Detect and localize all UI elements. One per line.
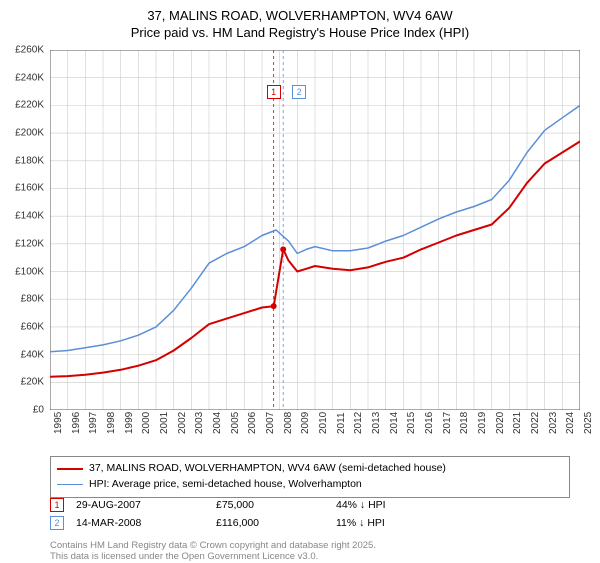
y-tick-label: £220K xyxy=(15,100,44,111)
title-line-2: Price paid vs. HM Land Registry's House … xyxy=(0,25,600,42)
annotation-date: 29-AUG-2007 xyxy=(76,499,216,511)
x-tick-label: 2023 xyxy=(548,412,559,434)
x-tick-label: 2014 xyxy=(389,412,400,434)
x-tick-label: 2003 xyxy=(194,412,205,434)
x-tick-label: 2004 xyxy=(212,412,223,434)
annotation-date: 14-MAR-2008 xyxy=(76,517,216,529)
x-tick-label: 2012 xyxy=(353,412,364,434)
x-axis: 1995 1996 1997 1998 1999 2000 2001 2002 2003 2004… xyxy=(50,412,580,452)
y-tick-label: £180K xyxy=(15,155,44,166)
annotation-delta: 11% ↓ HPI xyxy=(336,517,385,529)
x-tick-label: 2001 xyxy=(159,412,170,434)
x-tick-label: 2016 xyxy=(424,412,435,434)
y-tick-label: £140K xyxy=(15,211,44,222)
x-tick-label: 2015 xyxy=(406,412,417,434)
chart-marker-2: 2 xyxy=(292,85,306,99)
legend-swatch xyxy=(57,468,83,470)
annotation-price: £75,000 xyxy=(216,499,336,511)
y-tick-label: £260K xyxy=(15,45,44,56)
y-tick-label: £240K xyxy=(15,72,44,83)
x-tick-label: 1998 xyxy=(106,412,117,434)
legend: 37, MALINS ROAD, WOLVERHAMPTON, WV4 6AW … xyxy=(50,456,570,498)
y-tick-label: £40K xyxy=(21,349,44,360)
y-tick-label: £120K xyxy=(15,238,44,249)
x-tick-label: 2019 xyxy=(477,412,488,434)
annotation-marker: 2 xyxy=(50,516,64,530)
legend-item: HPI: Average price, semi-detached house,… xyxy=(57,477,563,493)
annotations-table: 1 29-AUG-2007£75,00044% ↓ HPI 2 14-MAR-2008… xyxy=(50,498,570,534)
chart-container: 37, MALINS ROAD, WOLVERHAMPTON, WV4 6AW … xyxy=(0,0,600,560)
x-tick-label: 1999 xyxy=(124,412,135,434)
x-tick-label: 2005 xyxy=(230,412,241,434)
title-line-1: 37, MALINS ROAD, WOLVERHAMPTON, WV4 6AW xyxy=(0,8,600,25)
x-tick-label: 2018 xyxy=(459,412,470,434)
x-tick-label: 2013 xyxy=(371,412,382,434)
annotation-marker: 1 xyxy=(50,498,64,512)
x-tick-label: 2007 xyxy=(265,412,276,434)
chart-marker-1: 1 xyxy=(267,85,281,99)
y-tick-label: £100K xyxy=(15,266,44,277)
annotation-price: £116,000 xyxy=(216,517,336,529)
x-tick-label: 2002 xyxy=(177,412,188,434)
plot-area: 12 xyxy=(50,50,580,410)
x-tick-label: 2011 xyxy=(336,412,347,434)
legend-label: 37, MALINS ROAD, WOLVERHAMPTON, WV4 6AW … xyxy=(89,461,446,477)
x-tick-label: 2008 xyxy=(283,412,294,434)
copyright-line-1: Contains HM Land Registry data © Crown c… xyxy=(50,540,376,551)
annotation-delta: 44% ↓ HPI xyxy=(336,499,386,511)
x-tick-label: 2000 xyxy=(141,412,152,434)
legend-swatch xyxy=(57,484,83,486)
x-tick-label: 2025 xyxy=(583,412,594,434)
x-tick-label: 2020 xyxy=(495,412,506,434)
x-tick-label: 2021 xyxy=(512,412,523,434)
annotation-row: 1 29-AUG-2007£75,00044% ↓ HPI xyxy=(50,498,570,512)
y-tick-label: £200K xyxy=(15,128,44,139)
x-tick-label: 2009 xyxy=(300,412,311,434)
x-tick-label: 1997 xyxy=(88,412,99,434)
legend-label: HPI: Average price, semi-detached house,… xyxy=(89,477,362,493)
x-tick-label: 2010 xyxy=(318,412,329,434)
x-tick-label: 1996 xyxy=(71,412,82,434)
copyright-line-2: This data is licensed under the Open Gov… xyxy=(50,551,376,562)
y-tick-label: £80K xyxy=(21,294,44,305)
x-tick-label: 2006 xyxy=(247,412,258,434)
chart-svg xyxy=(50,50,580,410)
x-tick-label: 2022 xyxy=(530,412,541,434)
annotation-row: 2 14-MAR-2008£116,00011% ↓ HPI xyxy=(50,516,570,530)
y-tick-label: £0 xyxy=(33,405,44,416)
y-tick-label: £160K xyxy=(15,183,44,194)
x-tick-label: 2017 xyxy=(442,412,453,434)
y-tick-label: £20K xyxy=(21,377,44,388)
y-tick-label: £60K xyxy=(21,321,44,332)
x-tick-label: 2024 xyxy=(565,412,576,434)
x-tick-label: 1995 xyxy=(53,412,64,434)
chart-title-block: 37, MALINS ROAD, WOLVERHAMPTON, WV4 6AW … xyxy=(0,0,600,46)
copyright: Contains HM Land Registry data © Crown c… xyxy=(50,540,376,563)
y-axis: £0£20K£40K£60K£80K£100K£120K£140K£160K£1… xyxy=(0,50,48,410)
legend-item: 37, MALINS ROAD, WOLVERHAMPTON, WV4 6AW … xyxy=(57,461,563,477)
